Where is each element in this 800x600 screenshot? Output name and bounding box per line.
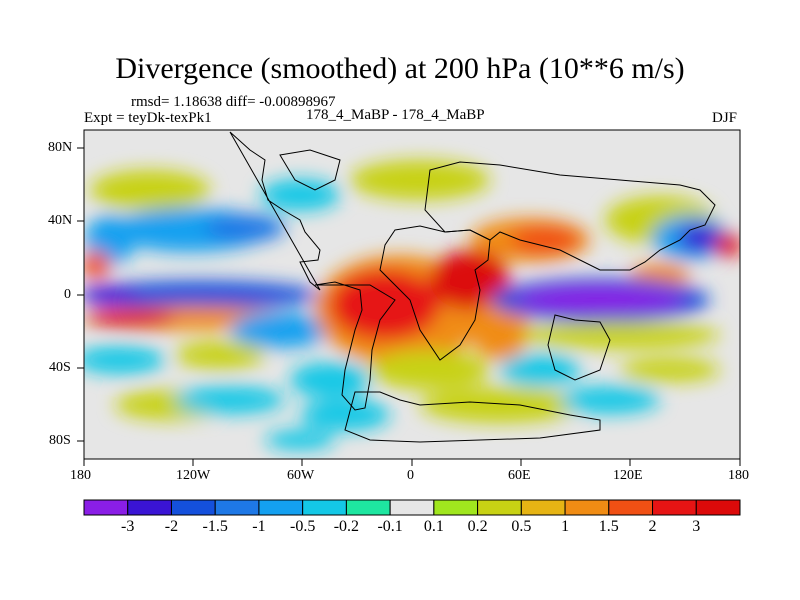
colorbar-swatch <box>389 499 435 516</box>
field-blob <box>430 250 510 310</box>
x-tick-label: 120E <box>613 468 643 483</box>
field-blob <box>300 399 390 431</box>
y-tick-label: 40S <box>49 360 71 375</box>
x-tick-label: 60E <box>508 468 531 483</box>
field-blob <box>84 285 140 305</box>
colorbar-swatch <box>214 499 260 516</box>
coastline <box>279 149 341 191</box>
field-blob <box>90 170 210 210</box>
field-blob <box>265 430 335 450</box>
x-tick-label: 60W <box>287 468 315 483</box>
field-blob <box>420 387 580 423</box>
coastline <box>314 281 396 411</box>
y-tick-label: 40N <box>48 213 73 228</box>
colorbar-swatch <box>695 499 741 516</box>
field-blob <box>500 354 580 386</box>
colorbar-swatch <box>564 499 610 516</box>
colorbar-label: 0.2 <box>467 518 488 535</box>
colorbar-swatch <box>302 499 347 516</box>
field-blob <box>510 226 580 254</box>
coastline <box>547 314 611 381</box>
comparison-label: 178_4_MaBP - 178_4_MaBP <box>306 107 485 123</box>
field-blob <box>560 386 660 414</box>
colorbar-label: -0.5 <box>289 518 316 535</box>
field-blob <box>84 281 320 309</box>
experiment-label: Expt = teyDk-texPk1 <box>84 110 212 126</box>
colorbar-swatch <box>170 499 216 516</box>
colorbar-label: 2 <box>648 518 657 535</box>
field-blob <box>520 321 720 349</box>
y-tick-label: 80S <box>49 433 71 448</box>
colorbar-label: 3 <box>692 518 701 535</box>
field-blob <box>85 309 175 327</box>
colorbar-swatch <box>433 499 479 516</box>
field-blob <box>515 287 685 313</box>
field-blob <box>350 160 490 200</box>
field-blob <box>290 362 370 398</box>
map-title: Divergence (smoothed) at 200 hPa (10**6 … <box>115 52 685 85</box>
colorbar-swatch <box>520 499 566 516</box>
x-tick-label: 180 <box>728 468 749 483</box>
colorbar-label: -0.1 <box>377 518 403 535</box>
colorbar-label: 1 <box>561 518 570 535</box>
y-tick-label: 0 <box>64 287 71 302</box>
colorbar-label: 0.5 <box>511 518 532 535</box>
colorbar-label: -0.2 <box>333 518 360 535</box>
colorbar-swatch <box>345 499 391 516</box>
field-blob <box>330 270 440 340</box>
colorbar-label: -1.5 <box>202 518 228 535</box>
field-blob <box>714 233 740 257</box>
contour-field <box>84 131 740 450</box>
colorbar-swatch <box>652 499 697 516</box>
field-blob <box>370 350 490 390</box>
coastlines <box>229 131 716 443</box>
coastline <box>344 391 601 443</box>
axis-ticks <box>77 147 741 466</box>
colorbar-label: -1 <box>252 518 266 535</box>
colorbar <box>83 499 741 516</box>
stats-text: rmsd= 1.18638 diff= -0.00898967 <box>131 94 336 110</box>
coastline <box>229 131 321 291</box>
season-label: DJF <box>712 110 738 126</box>
field-blob <box>84 346 165 374</box>
colorbar-swatch <box>608 499 654 516</box>
field-blob <box>84 251 110 279</box>
coastline <box>424 161 716 271</box>
y-tick-label: 80N <box>48 140 73 155</box>
colorbar-label: 1.5 <box>598 518 619 535</box>
field-blob <box>175 386 285 414</box>
colorbar-swatch <box>83 499 129 516</box>
x-tick-label: 0 <box>407 468 414 483</box>
colorbar-label: -2 <box>164 518 179 535</box>
colorbar-swatch <box>127 499 172 516</box>
x-tick-label: 180 <box>70 468 91 483</box>
field-blob <box>470 300 530 360</box>
field-blob <box>620 358 720 382</box>
colorbar-label: 0.1 <box>423 518 444 535</box>
colorbar-swatch <box>477 499 522 516</box>
field-blob <box>205 214 285 242</box>
colorbar-label: -3 <box>121 518 135 535</box>
field-blob <box>175 341 265 369</box>
colorbar-swatch <box>258 499 304 516</box>
x-tick-label: 120W <box>176 468 211 483</box>
field-blob <box>230 312 330 348</box>
